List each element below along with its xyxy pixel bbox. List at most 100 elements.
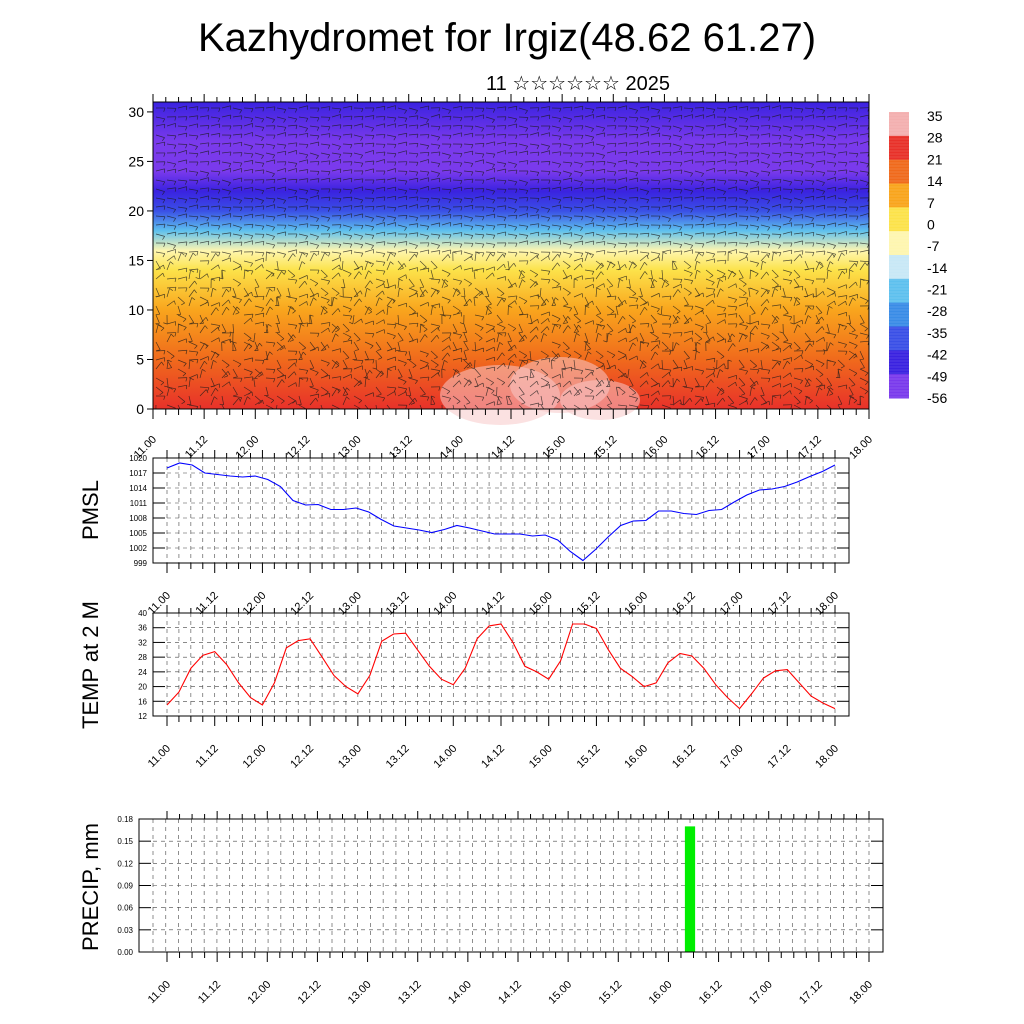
wind-barb xyxy=(394,207,397,212)
wind-barb xyxy=(353,186,363,190)
wind-barb xyxy=(650,390,659,397)
wind-barb xyxy=(771,278,779,286)
wind-barb xyxy=(386,369,389,379)
wind-barb xyxy=(514,209,517,214)
wind-barb xyxy=(661,178,671,181)
wind-barb xyxy=(265,377,276,379)
wind-barb xyxy=(661,197,672,200)
wind-barb xyxy=(684,304,689,306)
wind-barb xyxy=(449,332,452,337)
wind-barb xyxy=(427,198,430,203)
wind-barb xyxy=(221,381,230,388)
wind-barb xyxy=(771,179,782,181)
wind-barb xyxy=(690,145,694,150)
wind-barb xyxy=(616,387,619,397)
wind-barb xyxy=(724,242,727,247)
wind-barb xyxy=(650,340,660,343)
wind-barb xyxy=(602,236,605,240)
wind-barb xyxy=(597,332,602,336)
wind-barb xyxy=(628,355,638,361)
wind-barb xyxy=(474,314,484,318)
wind-barb xyxy=(562,206,572,209)
wind-barb xyxy=(348,308,352,313)
wind-barb xyxy=(313,252,318,257)
wind-barb xyxy=(272,253,276,258)
wind-barb xyxy=(496,161,506,164)
wind-barb xyxy=(811,280,815,285)
wind-barb xyxy=(578,355,582,359)
wind-barb xyxy=(298,178,308,181)
wind-barb xyxy=(447,254,451,259)
wind-barb xyxy=(306,301,308,306)
wind-barb xyxy=(742,333,746,337)
wind-barb xyxy=(276,177,286,181)
wind-barb xyxy=(155,272,164,280)
wind-barb xyxy=(397,141,407,145)
wind-barb xyxy=(683,132,693,136)
wind-barb xyxy=(562,380,570,388)
wind-barb xyxy=(796,276,801,279)
wind-barb xyxy=(647,225,650,230)
wind-barb xyxy=(309,141,319,145)
wind-barb xyxy=(155,141,165,145)
wind-barb xyxy=(569,244,573,249)
wind-barb xyxy=(383,106,386,111)
wind-barb xyxy=(375,368,384,375)
wind-barb xyxy=(474,268,484,271)
wind-barb xyxy=(606,224,616,227)
wind-barb xyxy=(243,270,246,280)
wind-barb xyxy=(562,143,572,147)
wind-barb xyxy=(724,151,727,156)
wind-barb xyxy=(826,152,836,155)
wind-barb xyxy=(540,195,550,199)
wind-barb xyxy=(419,365,429,370)
wind-barb xyxy=(496,150,506,154)
wind-barb xyxy=(694,215,704,219)
wind-barb xyxy=(540,278,550,281)
wind-barb xyxy=(210,160,220,163)
wind-barb xyxy=(166,360,169,370)
wind-barb xyxy=(815,134,825,138)
wind-barb xyxy=(738,179,748,182)
wind-barb xyxy=(595,249,605,253)
wind-barb xyxy=(540,368,549,376)
wind-barb xyxy=(430,143,440,146)
wind-barb xyxy=(749,359,757,367)
wind-barb xyxy=(712,109,716,114)
wind-barb xyxy=(595,114,605,118)
wind-barb xyxy=(430,368,440,371)
wind-barb xyxy=(174,187,177,192)
wind-barb xyxy=(602,226,606,231)
wind-barb xyxy=(430,306,433,316)
wind-barb xyxy=(485,213,495,217)
wind-barb xyxy=(672,169,682,172)
wind-barb xyxy=(837,169,847,172)
colorbar-label: 28 xyxy=(927,130,943,146)
wind-barb xyxy=(746,322,751,325)
wind-barb xyxy=(177,206,187,209)
wind-barb xyxy=(430,260,438,268)
wind-barb xyxy=(833,245,836,249)
wind-barb xyxy=(452,132,462,136)
wind-barb xyxy=(573,293,583,298)
wind-barb xyxy=(826,242,836,246)
wind-barb xyxy=(657,253,661,258)
wind-barb xyxy=(782,278,792,282)
wind-barb xyxy=(471,243,474,248)
wind-barb xyxy=(694,342,698,352)
wind-barb xyxy=(386,252,391,262)
wind-barb xyxy=(837,384,847,388)
wind-barb xyxy=(694,195,704,199)
wind-barb xyxy=(470,171,474,176)
wind-barb xyxy=(534,274,538,278)
wind-barb xyxy=(537,214,540,219)
wind-barb xyxy=(309,297,314,307)
wind-barb xyxy=(251,224,254,229)
wind-barb xyxy=(309,393,319,397)
wind-barb xyxy=(471,205,474,210)
wind-barb xyxy=(295,179,298,184)
wind-barb xyxy=(254,343,260,352)
wind-barb xyxy=(382,397,386,402)
wind-barb xyxy=(647,180,650,185)
